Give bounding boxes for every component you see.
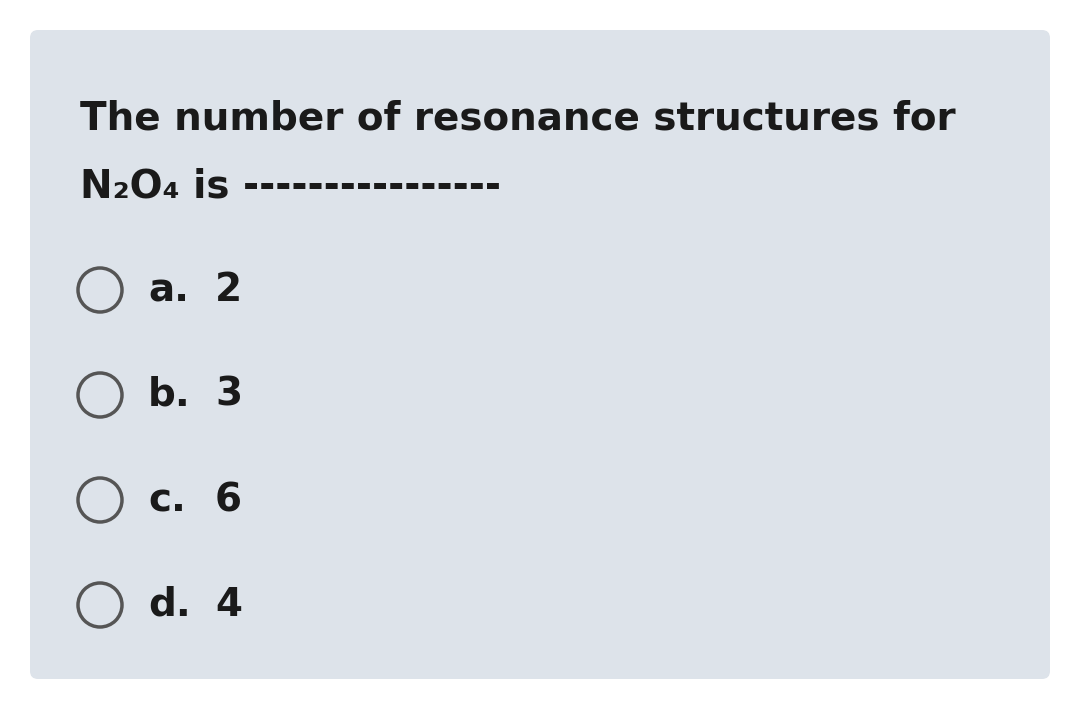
Text: 4: 4 — [215, 586, 242, 624]
Text: b.: b. — [148, 376, 191, 414]
Text: 6: 6 — [215, 481, 242, 519]
FancyBboxPatch shape — [30, 30, 1050, 679]
Text: d.: d. — [148, 586, 191, 624]
Text: The number of resonance structures for: The number of resonance structures for — [80, 100, 956, 138]
Text: a.: a. — [148, 271, 189, 309]
Text: c.: c. — [148, 481, 186, 519]
Text: 2: 2 — [215, 271, 242, 309]
Text: N₂O₄ is ----------------: N₂O₄ is ---------------- — [80, 168, 501, 206]
Text: 3: 3 — [215, 376, 242, 414]
